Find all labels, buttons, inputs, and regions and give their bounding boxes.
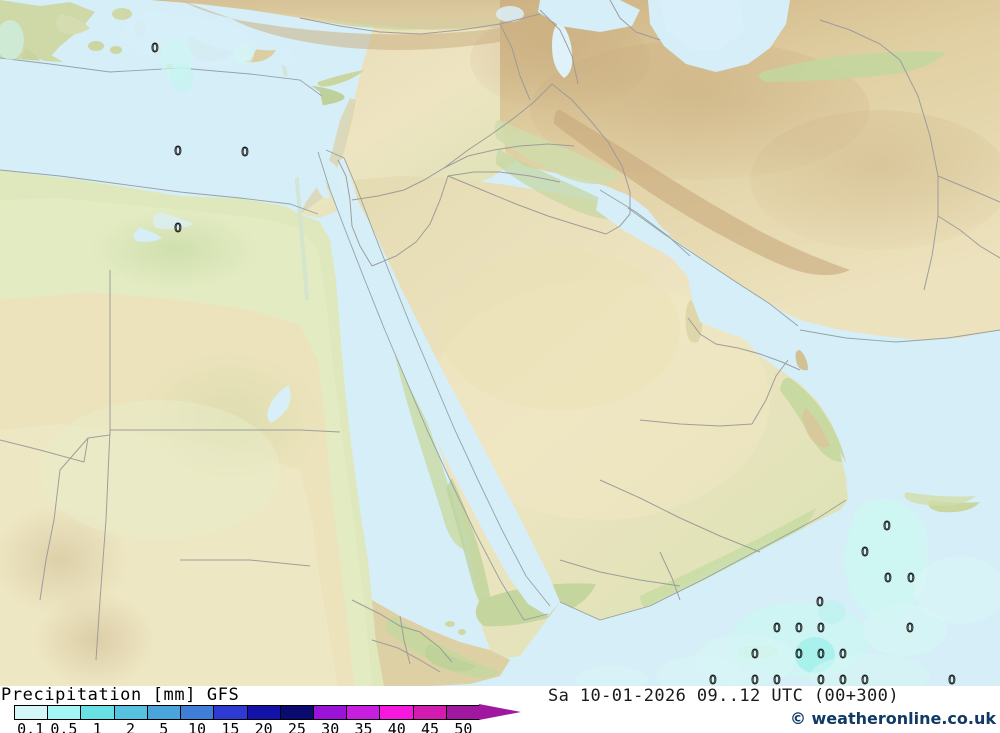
legend-swatch-15 [214,706,248,719]
svg-text:0: 0 [817,673,825,686]
legend-tick-15: 15 [221,720,240,733]
svg-text:0: 0 [751,673,759,686]
legend-swatch-20 [247,706,281,719]
svg-text:0: 0 [773,621,781,635]
svg-text:0: 0 [817,621,825,635]
svg-text:0: 0 [839,647,847,661]
coastal-lagoon [133,228,162,242]
legend-tick-2: 2 [125,720,136,733]
svg-text:0: 0 [151,41,159,55]
legend-tick-30: 30 [321,720,340,733]
landmass-north-africa [0,168,384,686]
legend-swatch-0.1 [15,706,49,719]
lake-urmia [552,22,573,78]
legend-swatch-40 [380,706,414,719]
svg-text:0: 0 [861,545,869,559]
legend-tick-5: 5 [159,720,169,733]
lake-nasser [267,385,291,423]
legend-title: Precipitation [mm] GFS [1,685,240,705]
svg-text:0: 0 [795,621,803,635]
legend-swatch-30 [313,706,348,719]
svg-text:0: 0 [709,673,717,686]
legend-swatch-2 [114,706,148,719]
map-footer: Precipitation [mm] GFS 0.1 0.5 1 2 5 10 15 20 25… [0,685,1000,733]
station-value-labels: 0 0 0 0 0 0 0 0 0 0 0 0 0 0 0 0 0 0 0 0 [151,41,957,686]
legend-tick-50: 50 [454,720,473,733]
legend-tick-1: 1 [92,720,102,733]
legend-tick-0.5: 0.5 [50,720,78,733]
legend-tick-10: 10 [188,720,207,733]
coastlines [0,57,1000,621]
svg-text:0: 0 [816,595,824,609]
legend-swatch-1 [81,706,115,719]
svg-text:0: 0 [241,145,249,159]
precipitation-color-scale[interactable] [14,705,480,720]
persian-gulf [620,208,800,344]
legend-swatch-50 [446,706,480,719]
svg-text:0: 0 [861,673,869,686]
svg-text:0: 0 [883,519,891,533]
copyright-notice: © weatheronline.co.uk [789,709,996,728]
precipitation-map[interactable]: 0 0 0 0 0 0 0 0 0 0 0 0 0 0 0 0 0 0 0 0 [0,0,1000,686]
svg-text:0: 0 [907,571,915,585]
landmass-mesopotamia-iran [470,0,1000,340]
svg-text:0: 0 [817,647,825,661]
model-run-timestamp: Sa 10-01-2026 09..12 UTC (00+300) [548,686,899,706]
legend-swatch-25 [280,706,314,719]
political-borders [0,0,1000,673]
landmass-horn-of-africa [372,600,510,686]
svg-text:0: 0 [751,647,759,661]
legend-swatch-35 [347,706,381,719]
svg-text:0: 0 [839,673,847,686]
legend-swatch-0.5 [48,706,82,719]
svg-text:0: 0 [174,221,182,235]
mediterranean-sea [0,58,326,198]
legend-swatch-10 [181,706,215,719]
gulf-of-oman [800,330,1000,420]
svg-text:0: 0 [773,673,781,686]
legend-tick-25: 25 [287,720,306,733]
map-canvas[interactable]: 0 0 0 0 0 0 0 0 0 0 0 0 0 0 0 0 0 0 0 0 [0,0,1000,686]
legend-swatch-45 [413,706,447,719]
legend-tick-40: 40 [387,720,406,733]
svg-text:0: 0 [174,144,182,158]
legend-tick-45: 45 [421,720,440,733]
svg-text:0: 0 [795,647,803,661]
red-sea [318,152,560,616]
precipitation-field [0,20,1000,686]
legend-tick-labels: 0.1 0.5 1 2 5 10 15 20 25 30 35 40 45 50 [0,720,520,733]
legend-overflow-arrow [479,704,521,720]
legend-tick-35: 35 [354,720,373,733]
svg-text:0: 0 [948,673,956,686]
legend-tick-0.1: 0.1 [17,720,45,733]
legend-swatch-5 [147,706,182,719]
legend-tick-20: 20 [254,720,273,733]
svg-text:0: 0 [906,621,914,635]
svg-text:0: 0 [884,571,892,585]
